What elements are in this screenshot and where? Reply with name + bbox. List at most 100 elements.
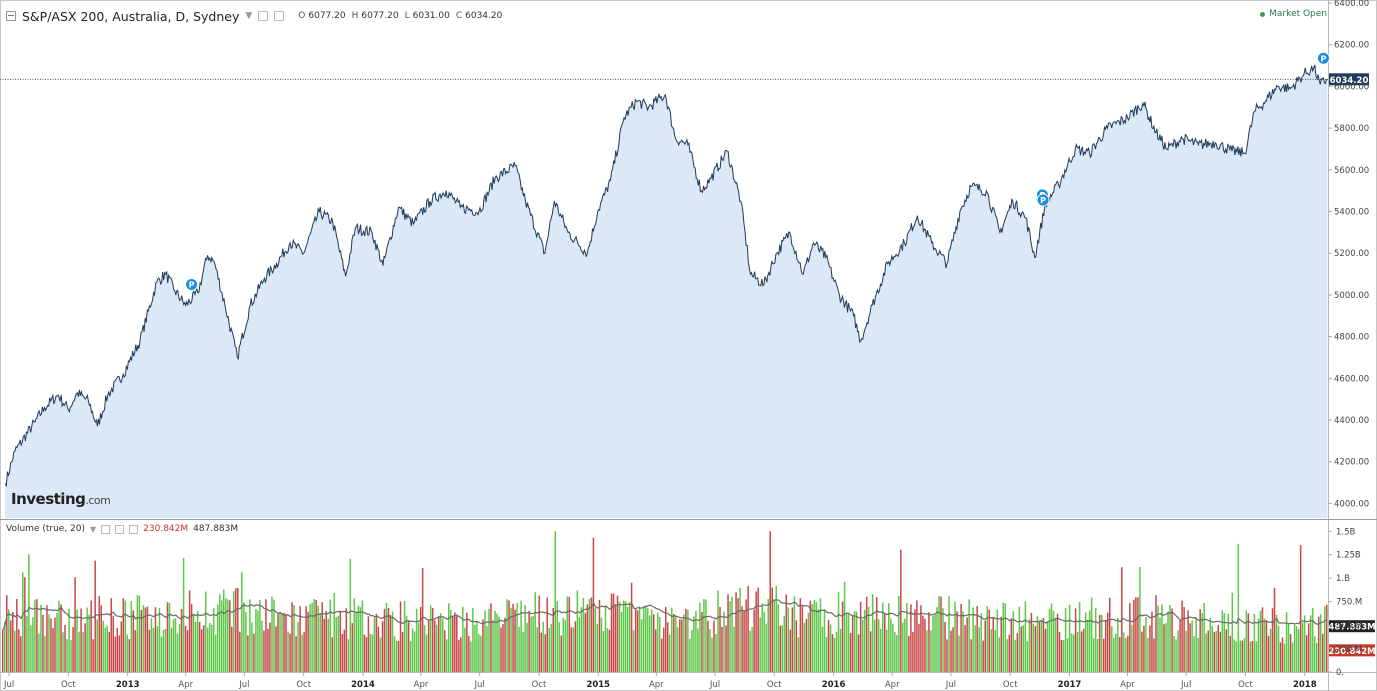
volume-bar (490, 603, 492, 672)
volume-bar (433, 620, 436, 672)
volume-bar (654, 629, 657, 672)
volume-bar (486, 626, 488, 672)
volume-bar (40, 604, 42, 672)
volume-bar (548, 628, 550, 672)
volume-bar (1072, 634, 1075, 672)
volume-bar (1157, 605, 1159, 672)
volume-bar (980, 613, 982, 672)
status-dot-icon (1260, 11, 1266, 17)
volume-bar (255, 609, 257, 672)
event-marker-label: P (1040, 196, 1046, 205)
volume-bar (1305, 635, 1308, 672)
volume-last-tag (1329, 644, 1375, 657)
volume-bar (1199, 609, 1201, 672)
volume-bar (200, 629, 203, 672)
volume-bar (1259, 610, 1262, 672)
volume-bar (468, 636, 470, 672)
volume-bar (319, 612, 321, 672)
volume-bar (476, 621, 478, 672)
volume-bar (38, 633, 40, 672)
volume-bar (1221, 610, 1224, 672)
time-tick-label: Jul (945, 680, 956, 690)
volume-bar (1100, 614, 1103, 672)
volume-last-label: 487.883M (1328, 623, 1375, 633)
price-tick-label: 4800.00 (1334, 333, 1369, 343)
volume-bar (1235, 641, 1238, 672)
time-tick-label: Apr (885, 680, 900, 690)
collapse-icon[interactable] (6, 11, 16, 21)
volume-bar (916, 600, 918, 672)
volume-bar (1241, 640, 1244, 672)
volume-bar (584, 612, 587, 672)
settings-icon[interactable] (101, 524, 111, 534)
volume-bar (1253, 613, 1256, 672)
event-marker-icon[interactable]: P (1036, 193, 1050, 207)
volume-bar (411, 628, 414, 672)
volume-bar (74, 577, 76, 672)
volume-bar (305, 606, 307, 672)
volume-bar (2, 629, 4, 672)
volume-bar (721, 627, 723, 672)
volume-bar (681, 619, 683, 672)
chevron-down-icon[interactable]: ▼ (245, 11, 253, 21)
symbol-title[interactable]: S&P/ASX 200, Australia, D, Sydney (22, 8, 240, 24)
volume-bar (1261, 607, 1264, 672)
volume-bar (253, 633, 255, 672)
volume-bar (178, 624, 181, 672)
volume-bar (363, 634, 366, 672)
price-chart[interactable]: 6034.20PPPP (0, 51, 1369, 519)
close-icon[interactable] (274, 11, 285, 21)
volume-chart[interactable]: 487.883M 230.842M (2, 531, 1376, 672)
hide-icon[interactable] (115, 524, 125, 534)
volume-bar (347, 639, 350, 672)
volume-bar (1269, 628, 1272, 672)
volume-bar (859, 601, 862, 672)
volume-bar (936, 607, 938, 672)
volume-bar (44, 635, 46, 672)
volume-bar (805, 619, 808, 672)
volume-bar (484, 610, 486, 672)
volume-bar (289, 633, 291, 672)
volume-bar (638, 606, 641, 672)
settings-icon[interactable] (258, 11, 269, 21)
volume-bar (399, 601, 402, 672)
volume-bar (30, 625, 32, 672)
event-marker-icon[interactable]: P (185, 277, 199, 291)
volume-bar (206, 627, 209, 672)
volume-bar (667, 622, 669, 672)
volume-bar (464, 627, 466, 672)
event-marker-icon[interactable]: P (1316, 51, 1330, 65)
volume-bar (795, 620, 798, 672)
volume-bar (912, 632, 914, 672)
volume-bar (930, 630, 932, 672)
volume-bar (673, 614, 675, 672)
volume-bar (1177, 630, 1179, 672)
volume-bar (156, 626, 159, 672)
volume-bar (894, 632, 896, 672)
volume-bar (687, 609, 689, 672)
volume-bar (190, 603, 193, 672)
volume-bar (1163, 624, 1165, 672)
volume-bar (829, 624, 832, 672)
volume-bar (964, 625, 966, 672)
close-icon[interactable] (129, 524, 139, 534)
volume-bar (1151, 611, 1153, 672)
volume-bar (90, 600, 92, 672)
volume-bar (865, 596, 868, 672)
volume-bar (841, 601, 844, 672)
volume-bar (223, 589, 225, 672)
volume-bar (745, 599, 747, 672)
volume-bar (705, 599, 707, 672)
volume-bar (387, 608, 390, 672)
volume-bar (452, 615, 454, 672)
volume-title[interactable]: Volume (true, 20) (6, 524, 86, 534)
volume-bar (405, 615, 408, 672)
chevron-down-icon[interactable]: ▼ (90, 524, 97, 534)
volume-bar (582, 598, 585, 672)
volume-bar (1012, 611, 1015, 672)
volume-bar (1179, 620, 1181, 672)
volume-bar (743, 611, 745, 672)
volume-bar (502, 624, 504, 672)
volume-bar (572, 627, 575, 672)
